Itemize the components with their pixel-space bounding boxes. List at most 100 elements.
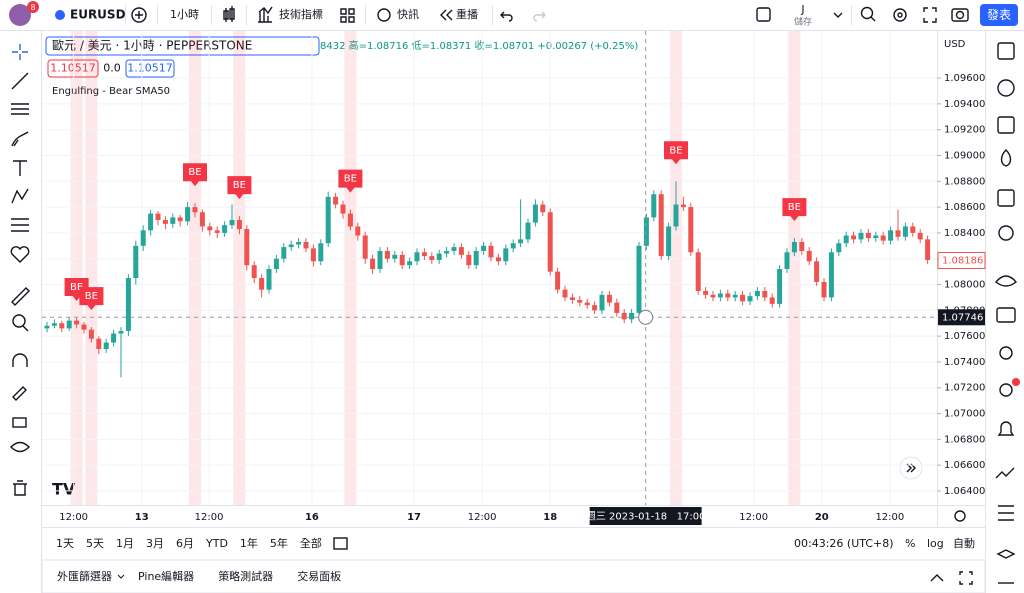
auto[interactable]: 自動 (953, 536, 975, 550)
hotlists[interactable] (1000, 149, 1012, 167)
bottom-panel (41, 559, 986, 593)
save[interactable]: 儲存 (794, 16, 812, 28)
range-button[interactable]: 1天 (56, 537, 74, 550)
candle-body (621, 312, 627, 320)
buy-box[interactable] (125, 59, 175, 78)
signal-label: BE (70, 282, 83, 293)
shapes-tool[interactable] (10, 246, 30, 263)
add-symbol[interactable] (131, 7, 147, 23)
ideas[interactable] (998, 225, 1014, 241)
streams[interactable] (999, 383, 1013, 397)
range-button[interactable]: 3月 (146, 537, 164, 550)
collapse-panel[interactable] (930, 574, 944, 582)
brush-tool[interactable] (11, 131, 29, 147)
symbol[interactable]: EURUSD (70, 8, 126, 22)
candle-body (340, 204, 346, 214)
undo[interactable] (500, 11, 513, 22)
legend-box[interactable] (45, 36, 320, 56)
candle-body (754, 290, 760, 297)
publish[interactable]: 發表 (987, 7, 1011, 22)
pattern-tool[interactable] (11, 188, 29, 204)
candle-body (880, 235, 886, 241)
publish-button[interactable] (980, 4, 1018, 26)
object-tree[interactable] (996, 549, 1016, 559)
ruler-tool[interactable] (11, 287, 30, 306)
range-button[interactable]: 1月 (116, 537, 134, 550)
layouts[interactable] (340, 8, 355, 23)
interval[interactable]: 1小時 (170, 8, 199, 21)
log[interactable]: log (927, 537, 944, 550)
alerts-panel[interactable] (997, 79, 1015, 97)
signal-marker (79, 287, 104, 311)
range-button[interactable]: YTD (205, 537, 228, 550)
panel-tab[interactable]: 策略測試器 (218, 569, 273, 583)
x-tick-label: 16 (305, 512, 319, 523)
layout-menu[interactable] (833, 12, 843, 18)
layout-toggle[interactable] (756, 7, 771, 22)
y-tick-label: 1.09600 (944, 73, 985, 84)
zoom-tool[interactable] (12, 314, 26, 328)
sell-box[interactable] (47, 59, 99, 78)
redo[interactable] (533, 11, 546, 22)
panel-tab[interactable]: Pine編輯器 (138, 570, 194, 583)
candle-body (384, 250, 390, 259)
hide-tool[interactable] (10, 441, 30, 453)
chart-type[interactable] (223, 6, 235, 22)
candle-body (251, 265, 257, 279)
news[interactable] (997, 116, 1015, 134)
panel-tab[interactable]: 交易面板 (297, 569, 341, 583)
sell-price[interactable]: 1.10517 (50, 62, 96, 75)
indicators[interactable]: 技術指標 (279, 7, 323, 21)
stay-drawing[interactable] (12, 386, 27, 401)
dom[interactable] (998, 505, 1014, 521)
badge-count: 8 (30, 3, 35, 12)
alerts[interactable]: 快訊 (397, 7, 419, 21)
lock-tool[interactable] (12, 417, 27, 428)
replay[interactable]: 重播 (456, 7, 478, 21)
range-button[interactable]: 5天 (86, 537, 104, 550)
text-tool[interactable] (13, 160, 27, 176)
panel-tab[interactable]: 外匯篩選器 (57, 569, 112, 583)
candle-body (518, 239, 524, 244)
range-button[interactable]: 6月 (176, 537, 194, 550)
fib-tool[interactable] (11, 103, 29, 115)
buy-price[interactable]: 1.10517 (127, 62, 173, 75)
settings[interactable] (893, 8, 907, 22)
chats[interactable] (995, 275, 1017, 287)
maximize-panel[interactable] (959, 571, 973, 585)
candle-body (710, 294, 716, 298)
y-tick-label: 1.06400 (944, 486, 985, 497)
trash-tool[interactable] (13, 480, 27, 496)
candle-body (740, 294, 746, 302)
watchlist[interactable] (997, 42, 1015, 60)
candle-body (643, 217, 649, 246)
trendline-tool[interactable] (11, 72, 29, 90)
candle-body (629, 312, 635, 320)
forecast-tool[interactable] (11, 218, 29, 232)
goto-date[interactable] (333, 537, 348, 550)
signals-panel[interactable] (999, 346, 1013, 360)
fullscreen[interactable] (923, 7, 937, 23)
crosshair-plus[interactable] (638, 309, 654, 325)
range-button[interactable]: 全部 (300, 536, 322, 550)
search[interactable] (860, 6, 874, 20)
currency[interactable]: USD (944, 39, 966, 50)
notifications[interactable] (997, 421, 1015, 436)
candle-body (444, 250, 450, 254)
drawing-tools (10, 44, 30, 496)
magnet-tool[interactable] (12, 353, 28, 367)
legend-title[interactable]: 歐元 / 美元 · 1小時 · PEPPERSTONE (52, 38, 252, 53)
snapshot[interactable] (951, 8, 969, 22)
avatar[interactable] (9, 4, 31, 26)
candle-body (592, 305, 598, 311)
range-button[interactable]: 5年 (270, 536, 288, 550)
percent[interactable]: % (905, 537, 915, 550)
trading[interactable] (995, 467, 1015, 479)
axis-settings[interactable] (954, 510, 966, 522)
calendar[interactable] (997, 189, 1015, 207)
range-button[interactable]: 1年 (240, 536, 258, 550)
messages[interactable] (996, 307, 1016, 323)
indicator-legend[interactable]: Engulfing - Bear SMA50 (52, 86, 170, 97)
layout-name[interactable]: J (800, 3, 804, 16)
crosshair-tool[interactable] (12, 44, 28, 60)
